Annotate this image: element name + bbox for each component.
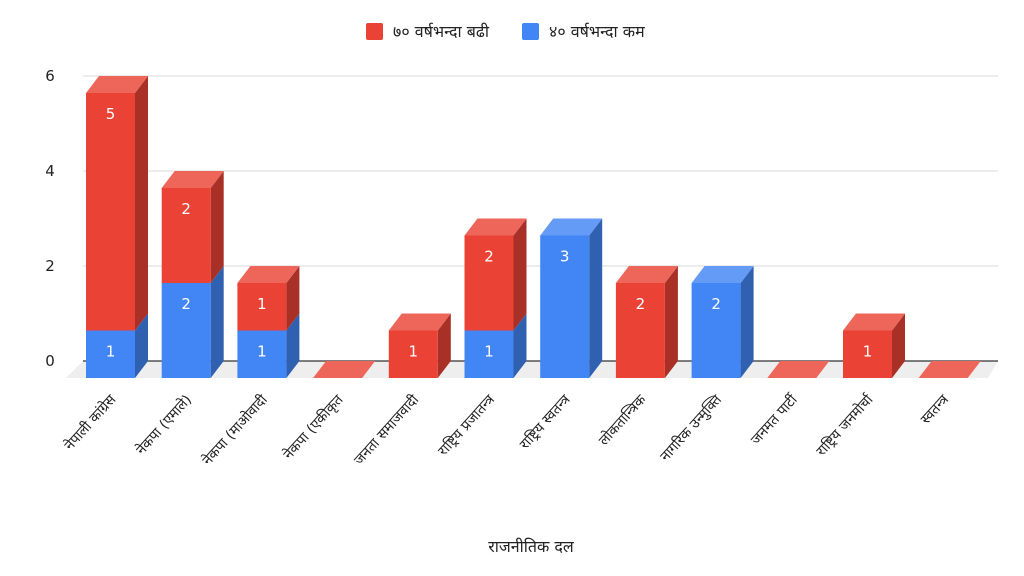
data-label: 1 (484, 343, 494, 361)
bar-front-face (464, 330, 514, 378)
legend-label: ७० वर्षभन्दा बढी (393, 22, 490, 41)
bar-side-face (286, 313, 300, 378)
data-label: 2 (711, 295, 721, 313)
bar-front-face (388, 330, 438, 378)
bar-segment-2-upper: 1 (237, 266, 300, 331)
bar-segment-1-upper: 2 (161, 171, 224, 283)
x-category-label: राष्ट्रिय प्रजातन्त्र (435, 391, 499, 459)
data-label: 1 (257, 295, 267, 313)
bar-front-face (86, 330, 135, 378)
bar-side-face (513, 313, 527, 378)
bar-front-face (161, 283, 211, 378)
legend: ७० वर्षभन्दा बढी ४० वर्षभन्दा कम (366, 22, 645, 41)
bar-side-face (286, 266, 300, 331)
data-label: 3 (560, 248, 570, 266)
bar-top-face (843, 313, 905, 331)
bar-side-face (664, 266, 678, 378)
x-category-label: जनमत पार्टी (747, 390, 802, 448)
bar-top-face (388, 313, 451, 331)
bar-segment-1-lower: 2 (161, 266, 224, 378)
bar-top-face (615, 266, 678, 283)
bar-side-face (740, 266, 754, 378)
x-category-label: नेकपा (एमाले) (133, 391, 196, 458)
bar-side-face (135, 313, 148, 378)
y-tick-label: 4 (45, 162, 55, 180)
bar-front-face (237, 330, 287, 378)
bar-segment-10-upper: 1 (843, 313, 905, 378)
x-category-label: राष्ट्रिय जनमोर्चा (813, 391, 877, 460)
bar-segment-0-upper: 5 (86, 76, 148, 331)
floor-plane (66, 361, 998, 378)
bar-front-face (464, 235, 514, 331)
bar-top-face (237, 266, 300, 283)
data-label: 2 (181, 295, 191, 313)
bar-top-face (691, 266, 754, 283)
bar-top-face (464, 218, 527, 236)
bar-segment-6-lower: 3 (540, 218, 603, 378)
x-category-label: राष्ट्रिय स्वतन्त्र (516, 391, 574, 453)
bar-top-face (767, 361, 830, 378)
bar-side-face (210, 266, 224, 378)
bar-side-face (513, 218, 527, 331)
bar-segment-4-upper: 1 (388, 313, 451, 378)
x-category-label: नागरिक उन्मुक्ति (657, 391, 726, 465)
x-category-label: नेकपा (माओवादी (199, 391, 271, 469)
bar-front-face (540, 235, 590, 378)
legend-swatch (522, 23, 539, 40)
bar-front-face (843, 330, 892, 378)
legend-swatch (366, 23, 383, 40)
bars: 1 5 2 2 1 1 1 1 2 3 2 2 1 (86, 76, 981, 378)
bar-top-face (540, 218, 603, 236)
bar-side-face (135, 76, 148, 331)
bar-front-face (237, 283, 287, 331)
y-tick-label: 2 (45, 257, 55, 275)
bar-side-face (437, 313, 451, 378)
y-axis: 0 2 4 6 (45, 67, 55, 370)
bar-segment-7-upper: 2 (615, 266, 678, 378)
legend-item: ४० वर्षभन्दा कम (522, 22, 645, 41)
x-category-label: स्वतन्त्र (918, 392, 952, 428)
bar-top-face (918, 361, 981, 378)
bar-front-face (615, 283, 665, 378)
data-label: 5 (106, 105, 116, 123)
x-category-label: नेपाली कांग्रेस (61, 391, 120, 454)
bar-top-face (313, 361, 376, 378)
x-category-label: जनता समाजवादी (350, 391, 422, 468)
y-tick-label: 6 (45, 67, 55, 85)
bar-front-face (691, 283, 741, 378)
data-label: 1 (257, 343, 267, 361)
legend-label: ४० वर्षभन्दा कम (549, 22, 645, 41)
bar-front-face (161, 188, 211, 283)
legend-item: ७० वर्षभन्दा बढी (366, 22, 490, 41)
data-label: 1 (409, 343, 419, 361)
bar-side-face (892, 313, 905, 378)
x-category-label: नेकपा (एकीकृत (280, 391, 347, 463)
bar-segment-0-lower: 1 (86, 313, 148, 378)
bar-side-face (589, 218, 603, 378)
bar-side-face (210, 171, 224, 283)
bar-top-face (86, 76, 148, 93)
chart-floor (66, 361, 998, 378)
bar-segment-5-upper: 2 (464, 218, 527, 331)
x-category-label: लोकतान्त्रिक (595, 391, 649, 449)
bar-segment-5-lower: 1 (464, 313, 527, 378)
bar-top-face (161, 171, 224, 188)
data-label: 2 (636, 295, 646, 313)
data-label: 1 (106, 343, 116, 361)
data-label: 1 (863, 343, 873, 361)
x-axis: नेपाली कांग्रेस नेकपा (एमाले) नेकपा (माओवा… (61, 390, 952, 468)
bar-segment-8-lower: 2 (691, 266, 754, 378)
x-axis-title: राजनीतिक दल (488, 537, 575, 556)
bar-front-face (86, 93, 135, 331)
data-label: 2 (181, 200, 191, 218)
y-tick-label: 0 (45, 352, 55, 370)
data-label: 2 (484, 248, 494, 266)
bar-segment-2-lower: 1 (237, 313, 300, 378)
